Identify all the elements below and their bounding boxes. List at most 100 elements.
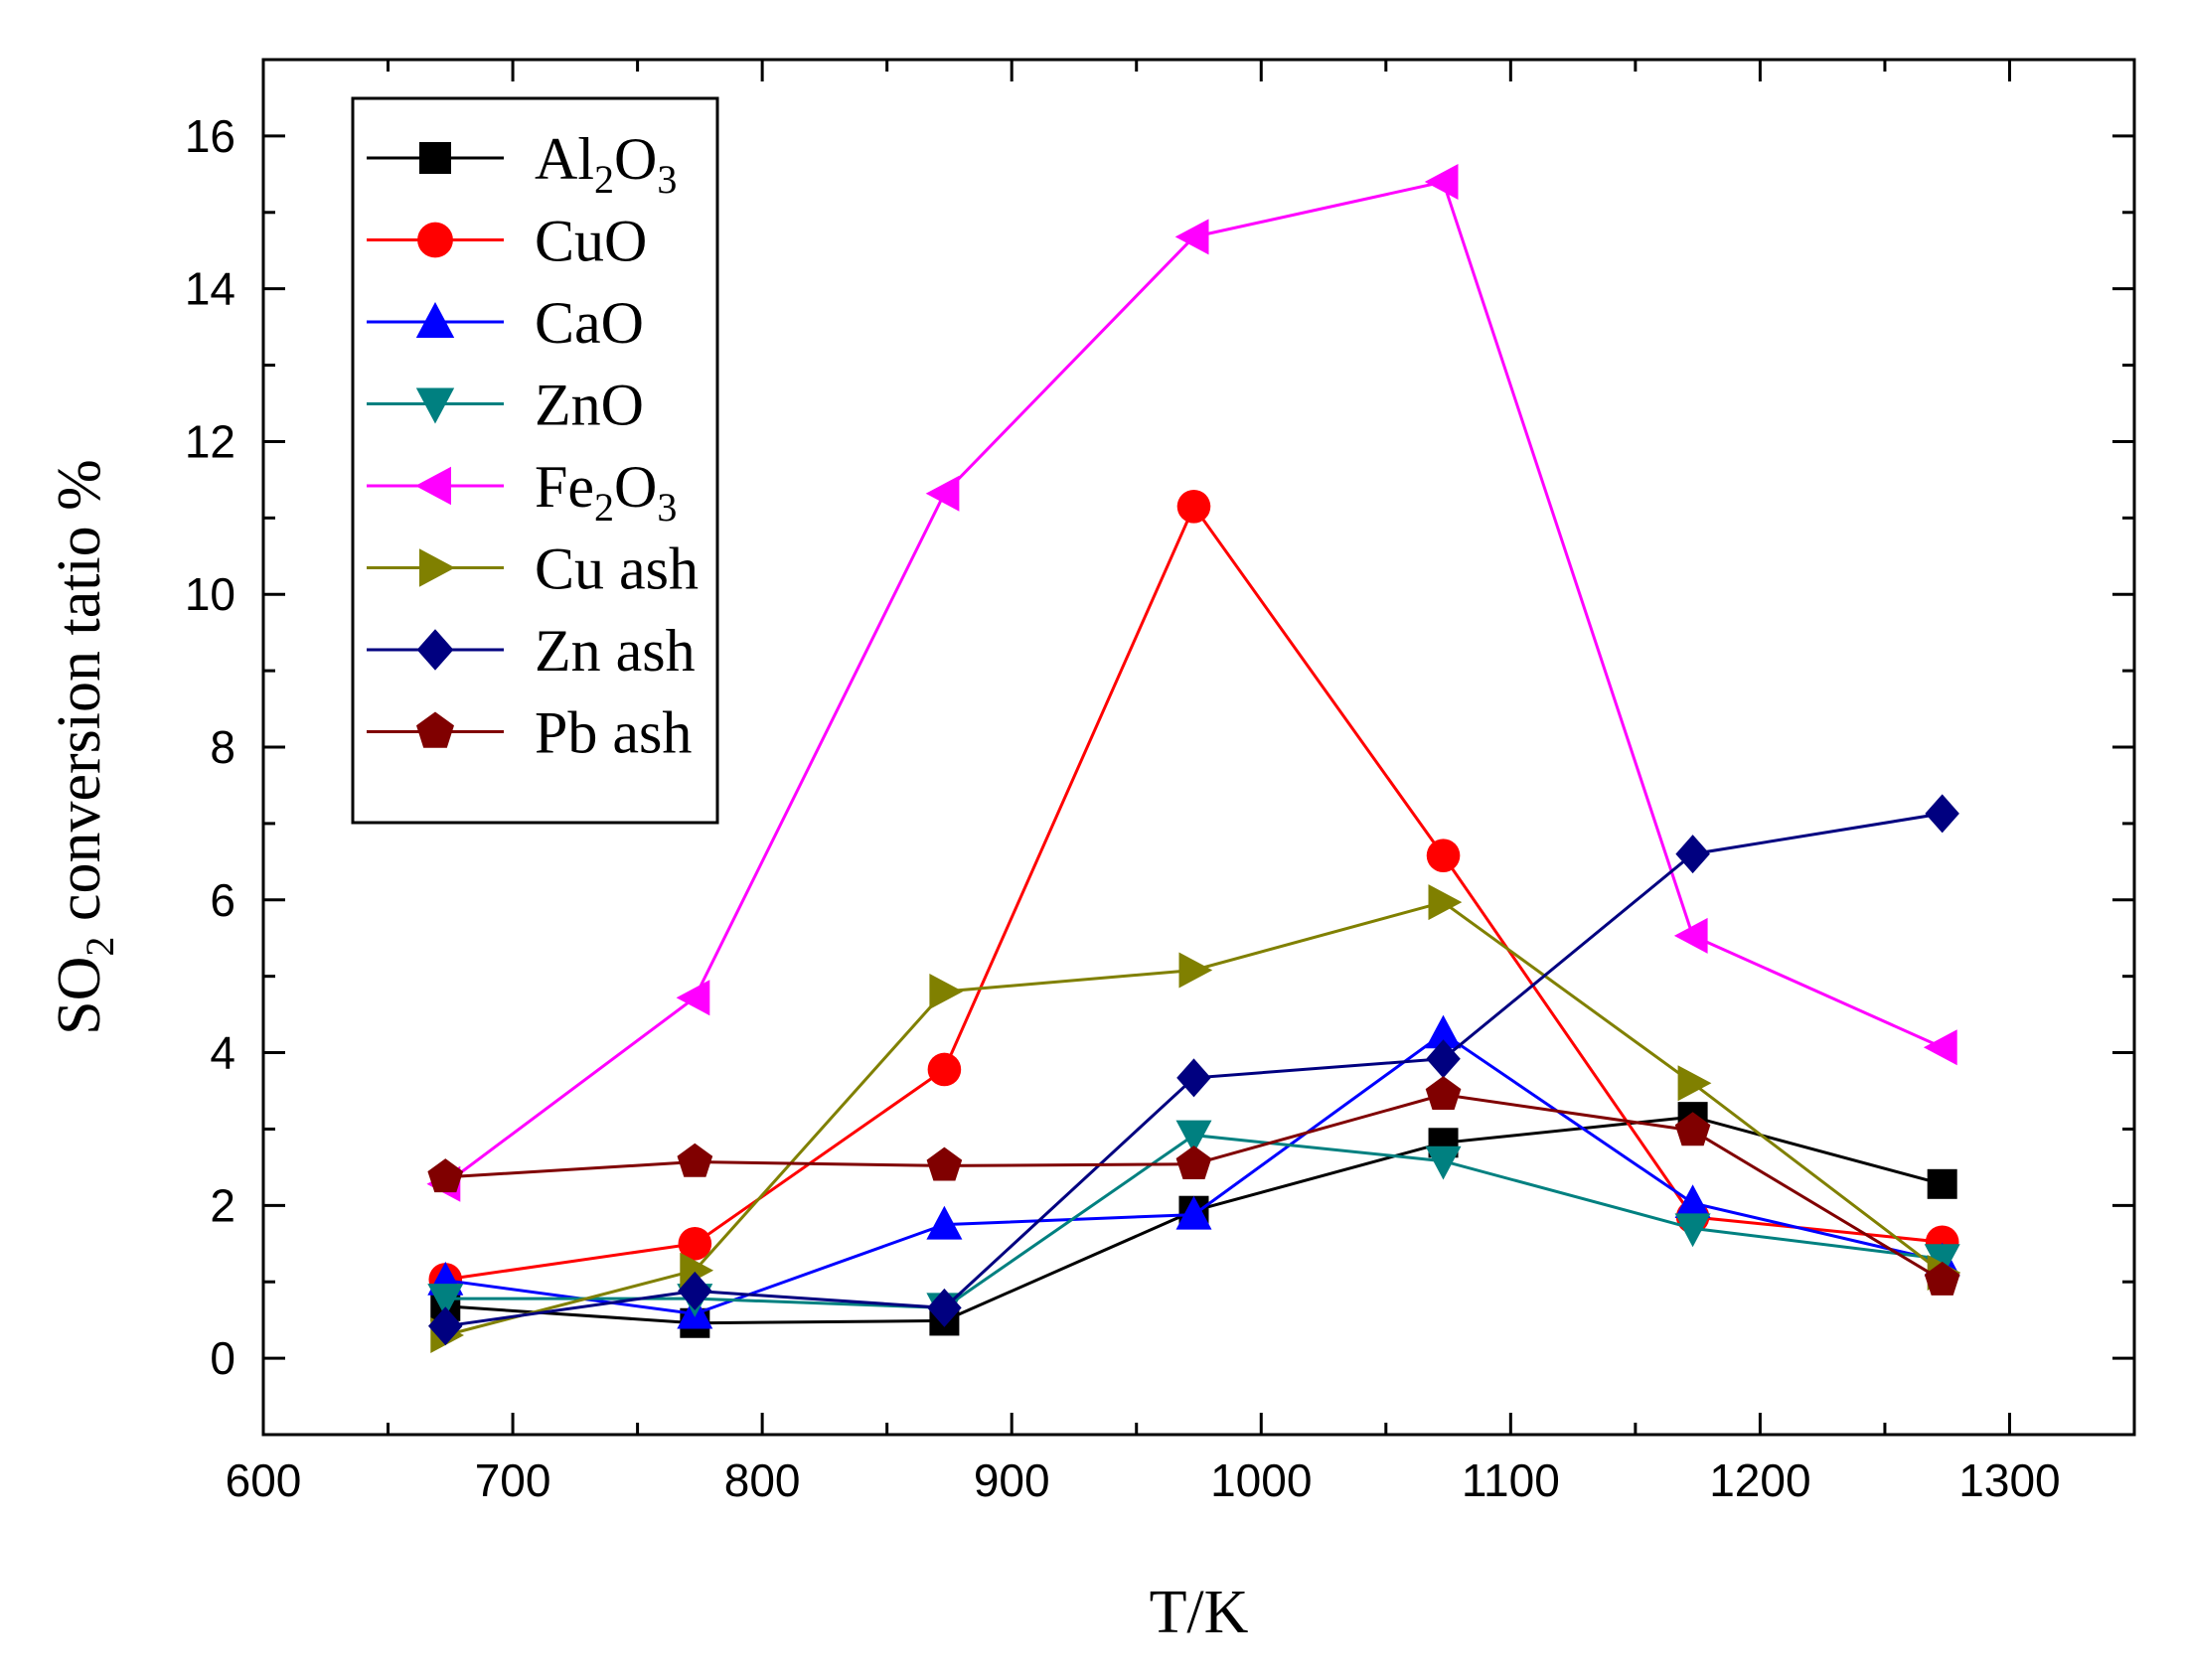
data-point [1426,1039,1461,1079]
data-point [1176,1058,1211,1098]
y-axis-title-sub: 2 [78,937,122,957]
y-tick-label: 12 [185,415,235,467]
y-axis-title: SO2 conversion tatio % [46,459,122,1035]
legend-item: Fe2O3 [367,454,677,530]
data-point [1927,1168,1957,1199]
legend-label: CaO [535,290,644,356]
data-point [427,1284,464,1317]
legend-marker [417,222,453,258]
legend-label-text: ZnO [535,373,644,438]
x-tick-label: 600 [226,1454,302,1506]
y-tick-label: 14 [185,263,235,315]
data-point [927,1052,962,1087]
y-tick-label: 8 [210,721,235,773]
data-point [1924,1261,1960,1296]
data-point [1175,1145,1212,1179]
legend-label-sub: 3 [657,157,677,202]
data-point [925,475,960,512]
legend-label-text: Zn ash [535,618,696,684]
legend-label: CuO [535,209,647,274]
data-point [1674,1213,1711,1248]
legend-item: CuO [367,209,647,274]
legend-label-sub: 2 [594,157,614,202]
y-tick-label: 2 [210,1179,235,1231]
legend-label: Cu ash [535,536,699,602]
legend-label: Fe2O3 [535,454,677,530]
data-point [676,980,710,1016]
legend-label-sub: 2 [594,485,614,530]
legend-label-text: CaO [535,290,644,356]
legend-item: Pb ash [367,700,692,766]
legend-label-sub: 3 [657,485,677,530]
y-tick-label: 6 [210,874,235,926]
data-point [926,1205,963,1240]
y-tick-label: 4 [210,1027,235,1079]
data-point [677,1143,713,1177]
legend-marker [415,387,455,424]
legend-label-text: O [614,454,657,520]
legend-marker [419,548,455,587]
x-tick-label: 1200 [1709,1454,1810,1506]
x-tick-label: 800 [724,1454,801,1506]
data-point [1175,1120,1212,1154]
x-tick-label: 700 [475,1454,551,1506]
x-axis-title: T/K [1150,1579,1249,1646]
legend-label-text: O [614,126,657,192]
data-point [1923,1029,1957,1066]
data-point [1675,835,1710,874]
legend-item: Al2O3 [367,126,677,202]
data-point [1424,164,1459,200]
x-tick-label: 1300 [1958,1454,2060,1506]
data-point [1677,1065,1712,1102]
legend-marker [416,711,454,748]
legend-marker [415,466,451,506]
data-point [1174,219,1209,255]
x-tick-label: 1000 [1210,1454,1312,1506]
axes: 600 700 800 900 1000 1100 1200 1300 0 2 4 6 8 10 12 14 1… [46,58,2136,1646]
series-group [426,164,1961,1353]
data-point [678,1226,712,1261]
legend-label: Al2O3 [535,126,677,202]
legend-label-text: Fe [535,454,594,520]
legend-item: Zn ash [367,618,696,684]
legend-label: Pb ash [535,700,692,766]
legend-marker [415,302,455,338]
data-point [1425,1145,1462,1180]
legend-item: CaO [367,290,644,356]
data-point [1425,1076,1462,1110]
data-point [1674,1184,1711,1218]
series-zn-ash [428,794,1959,1346]
data-point [1673,917,1708,954]
data-point [1428,884,1463,921]
data-point [1175,1195,1212,1230]
data-point [1924,1244,1960,1278]
legend-label-text: Cu ash [535,536,699,602]
x-tick-label: 900 [974,1454,1050,1506]
data-point [926,1146,963,1181]
data-point [428,1306,463,1346]
legend-item: ZnO [367,373,644,438]
data-point [929,974,964,1009]
x-tick-label: 1100 [1462,1454,1560,1506]
data-point [678,1271,712,1310]
data-point [927,1288,962,1327]
y-axis-title-rest: conversion tatio % [46,459,113,936]
legend-label-text: CuO [535,209,647,274]
data-point [1925,794,1959,834]
data-point [1674,1112,1711,1146]
legend-label: ZnO [535,373,644,438]
y-tick-label: 16 [185,110,235,162]
y-tick-label: 10 [185,568,235,620]
legend-marker [419,142,451,174]
data-point [1176,490,1211,524]
series-pb-ash [427,1076,1960,1296]
data-point [1178,952,1213,989]
legend-box [351,96,719,825]
legend-item: Cu ash [367,536,699,602]
y-tick-label: 0 [210,1332,235,1384]
legend-marker [416,629,454,671]
data-point [427,1158,464,1193]
data-point [1425,1014,1462,1049]
